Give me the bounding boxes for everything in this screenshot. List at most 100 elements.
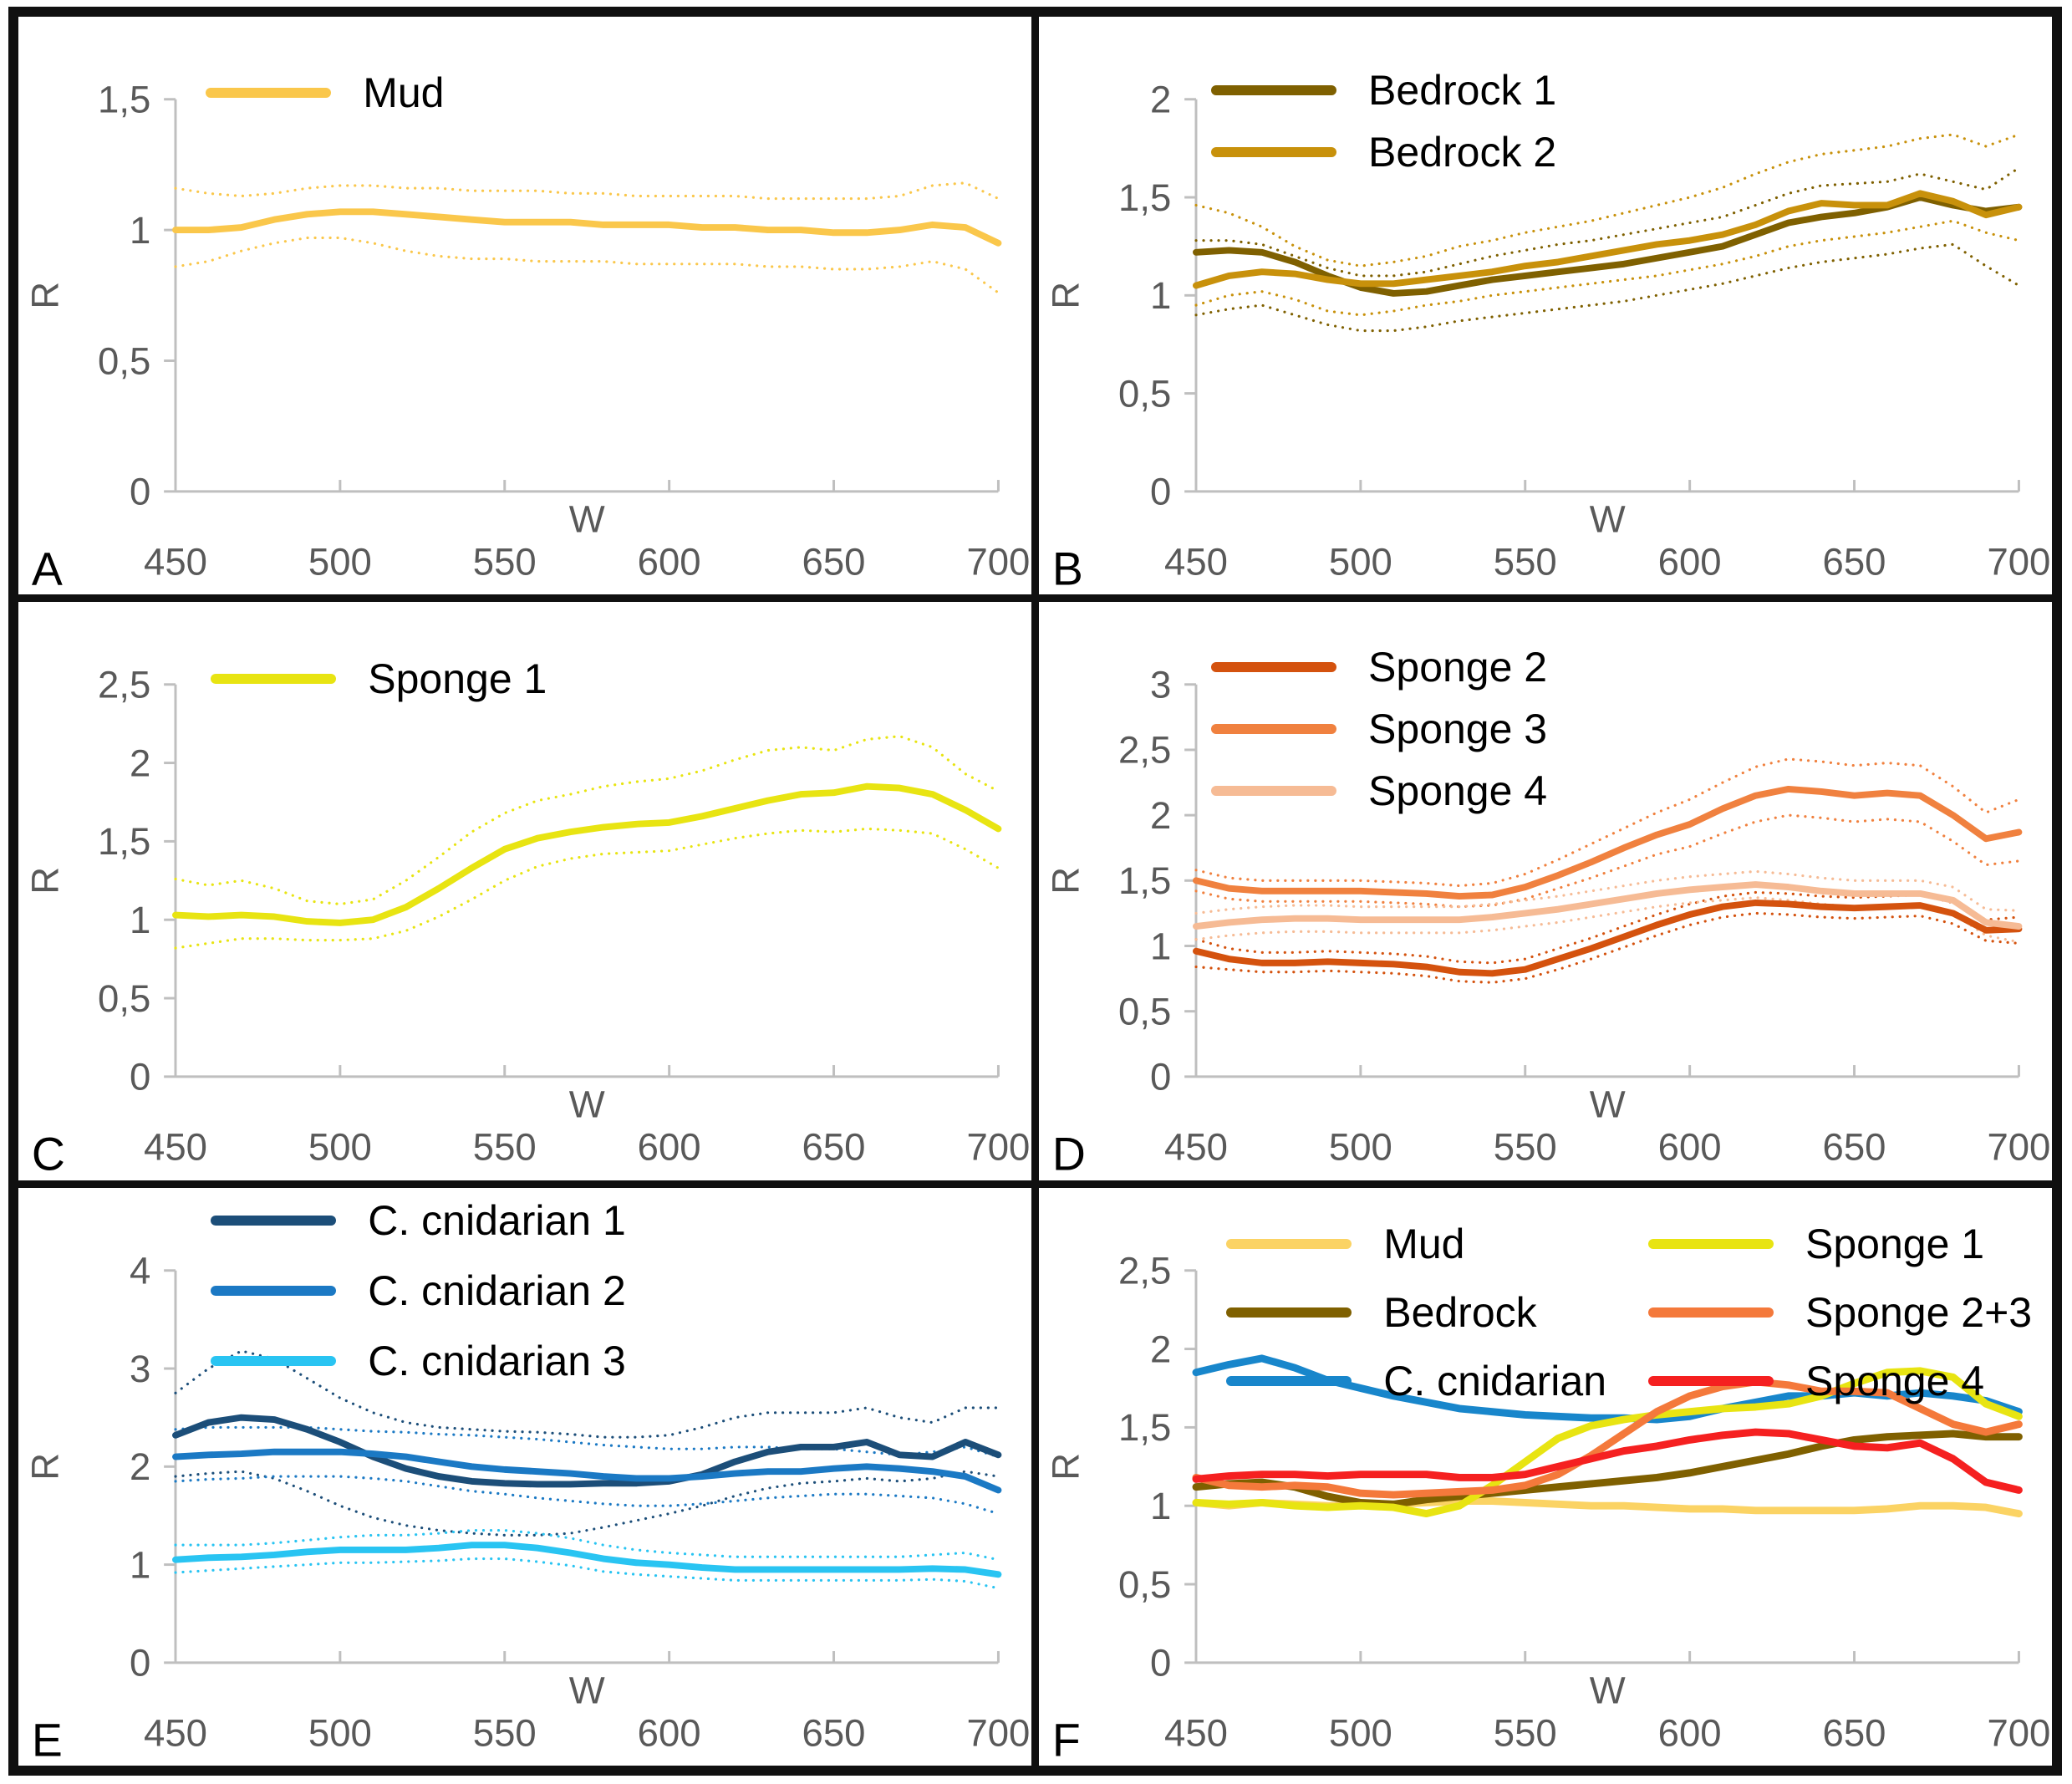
series-bedrock-1-upper-ci	[1194, 166, 2021, 278]
panel-letter: F	[1052, 1714, 1081, 1766]
series-sponge-1	[172, 783, 1002, 927]
panel-F: 2,5 2 1,5 1 0,5 0 450 500 550 600 650 700 W R F Mud Bedr…	[1039, 1187, 2052, 1766]
legend-line-swatch-icon	[1211, 84, 1337, 95]
y-tick-label: 2	[1150, 1328, 1171, 1370]
legend-label: Sponge 1	[368, 655, 547, 702]
panel-A-chart: 1,5 1 0,5 0 450 500 550 600 650 700 W R A	[23, 79, 1030, 595]
panel-B-legend: Bedrock 1 Bedrock 2	[1211, 66, 1556, 176]
panel-letter: A	[32, 543, 63, 595]
series-sponge-4-lower-ci	[1194, 896, 2021, 944]
panel-D-chart: 3 2,5 2 1,5 1 0,5 0 450 500 550 600 650 700 W R D	[1044, 664, 2050, 1180]
legend-item: C. cnidarian 3	[211, 1337, 626, 1385]
x-tick-label: 650	[1823, 541, 1886, 584]
series-sponge-3-upper-ci	[1194, 757, 2021, 888]
panel-letter: C	[32, 1129, 65, 1180]
y-tick-label: 0,5	[1118, 372, 1171, 415]
legend-label: Mud	[363, 69, 445, 117]
y-tick-label: 1,5	[1118, 859, 1171, 902]
y-axis-title: R	[1044, 867, 1087, 895]
legend-item: Sponge 1	[211, 655, 547, 703]
panel-letter: B	[1052, 543, 1083, 595]
x-axis-title: W	[1590, 497, 1626, 540]
x-tick-label: 600	[1658, 1711, 1722, 1754]
x-axis-title: W	[569, 497, 605, 540]
legend-item: Sponge 3	[1211, 705, 1547, 753]
y-tick-label: 1,5	[1118, 176, 1171, 219]
panel-E-chart: 4 3 2 1 0 450 500 550 600 650 700 W R E	[23, 1249, 1030, 1766]
legend-line-swatch-icon	[1211, 723, 1337, 734]
legend-line-swatch-icon	[1648, 1238, 1774, 1249]
x-tick-label: 650	[1823, 1711, 1886, 1754]
panel-E: 4 3 2 1 0 450 500 550 600 650 700 W R E C. cnidarian 1…	[18, 1187, 1031, 1766]
panel-C: 2,5 2 1,5 1 0,5 0 450 500 550 600 650 700 W R C Sponge …	[18, 602, 1031, 1180]
y-tick-label: 0,5	[1118, 1563, 1171, 1606]
y-tick-label: 0,5	[1118, 991, 1171, 1033]
panel-letter: D	[1052, 1129, 1086, 1180]
panel-D: 3 2,5 2 1,5 1 0,5 0 450 500 550 600 650 700 W R D Sponge…	[1039, 602, 2052, 1180]
x-tick-label: 500	[308, 1126, 372, 1169]
y-tick-label: 2,5	[1118, 729, 1171, 772]
legend-item: Mud	[1226, 1220, 1606, 1268]
y-axis-title: R	[23, 867, 66, 895]
series-sponge-4	[1192, 1428, 2023, 1494]
y-tick-label: 0	[1150, 1641, 1171, 1684]
x-tick-label: 550	[1494, 1711, 1557, 1754]
y-tick-label: 1,5	[1118, 1406, 1171, 1449]
y-tick-label: 1	[130, 209, 150, 252]
x-tick-label: 550	[1494, 1126, 1557, 1169]
series-sponge-2	[1193, 900, 2023, 977]
x-tick-label: 700	[1987, 1126, 2050, 1169]
series-sponge-2-lower-ci	[1194, 912, 2021, 985]
y-tick-label: 0	[1150, 471, 1171, 513]
series-sponge-3	[1193, 786, 2023, 900]
legend-label: Sponge 4	[1805, 1357, 1985, 1404]
x-tick-label: 550	[473, 541, 537, 584]
x-tick-label: 500	[1329, 1711, 1392, 1754]
series-sponge-1-upper-ci	[174, 735, 1000, 906]
legend-label: C. cnidarian	[1383, 1357, 1607, 1404]
legend-line-swatch-icon	[211, 1356, 337, 1367]
legend-item: Bedrock 1	[1211, 66, 1556, 115]
legend-label: C. cnidarian 2	[368, 1267, 626, 1315]
series-sponge-1-lower-ci	[174, 828, 1000, 950]
legend-label: C. cnidarian 3	[368, 1338, 626, 1385]
x-tick-label: 600	[638, 1126, 701, 1169]
series-c-cnidarian-1	[172, 1414, 1002, 1488]
x-tick-label: 650	[802, 1126, 866, 1169]
x-axis-title: W	[569, 1083, 605, 1126]
panel-C-legend: Sponge 1	[211, 655, 547, 703]
y-tick-label: 2	[1150, 79, 1171, 121]
legend-item: Bedrock 2	[1211, 128, 1556, 176]
series-sponge-4-upper-ci	[1194, 870, 2021, 915]
x-axis-title: W	[1590, 1083, 1626, 1126]
series-c-cnidarian-3-lower-ci	[174, 1557, 1000, 1590]
legend-line-swatch-icon	[1211, 785, 1337, 796]
panel-E-legend: C. cnidarian 1 C. cnidarian 2 C. cnidarian…	[211, 1196, 626, 1385]
x-tick-label: 550	[473, 1711, 537, 1754]
legend-line-swatch-icon	[1226, 1375, 1352, 1386]
series-sponge-4	[1193, 881, 2023, 930]
x-tick-label: 650	[1823, 1126, 1886, 1169]
y-tick-label: 0	[130, 1641, 150, 1684]
legend-line-swatch-icon	[211, 673, 337, 684]
panel-F-legend: Mud Bedrock C. cnidarian Sponge 1 Sponge 2+3…	[1226, 1220, 2032, 1405]
x-tick-label: 450	[144, 1126, 207, 1169]
y-tick-label: 0,5	[98, 339, 150, 382]
legend-item: Sponge 2	[1211, 643, 1547, 691]
y-axis-title: R	[1044, 282, 1087, 309]
x-tick-label: 450	[144, 541, 207, 584]
y-tick-label: 0	[1150, 1056, 1171, 1098]
x-tick-label: 700	[966, 1711, 1030, 1754]
legend-item: Sponge 4	[1648, 1357, 2032, 1405]
legend-item: Mud	[206, 69, 444, 117]
legend-line-swatch-icon	[206, 88, 332, 99]
panel-letter: E	[32, 1714, 63, 1766]
series-bedrock-2-upper-ci	[1194, 133, 2021, 268]
legend-item: Bedrock	[1226, 1288, 1606, 1337]
panel-A: 1,5 1 0,5 0 450 500 550 600 650 700 W R A Mud	[18, 17, 1031, 595]
series-mud	[172, 208, 1002, 247]
legend-label: Bedrock 2	[1368, 128, 1557, 176]
y-axis-title: R	[1044, 1453, 1087, 1481]
series-mud-lower-ci	[174, 236, 1000, 294]
panel-C-chart: 2,5 2 1,5 1 0,5 0 450 500 550 600 650 700 W R C	[23, 664, 1030, 1180]
